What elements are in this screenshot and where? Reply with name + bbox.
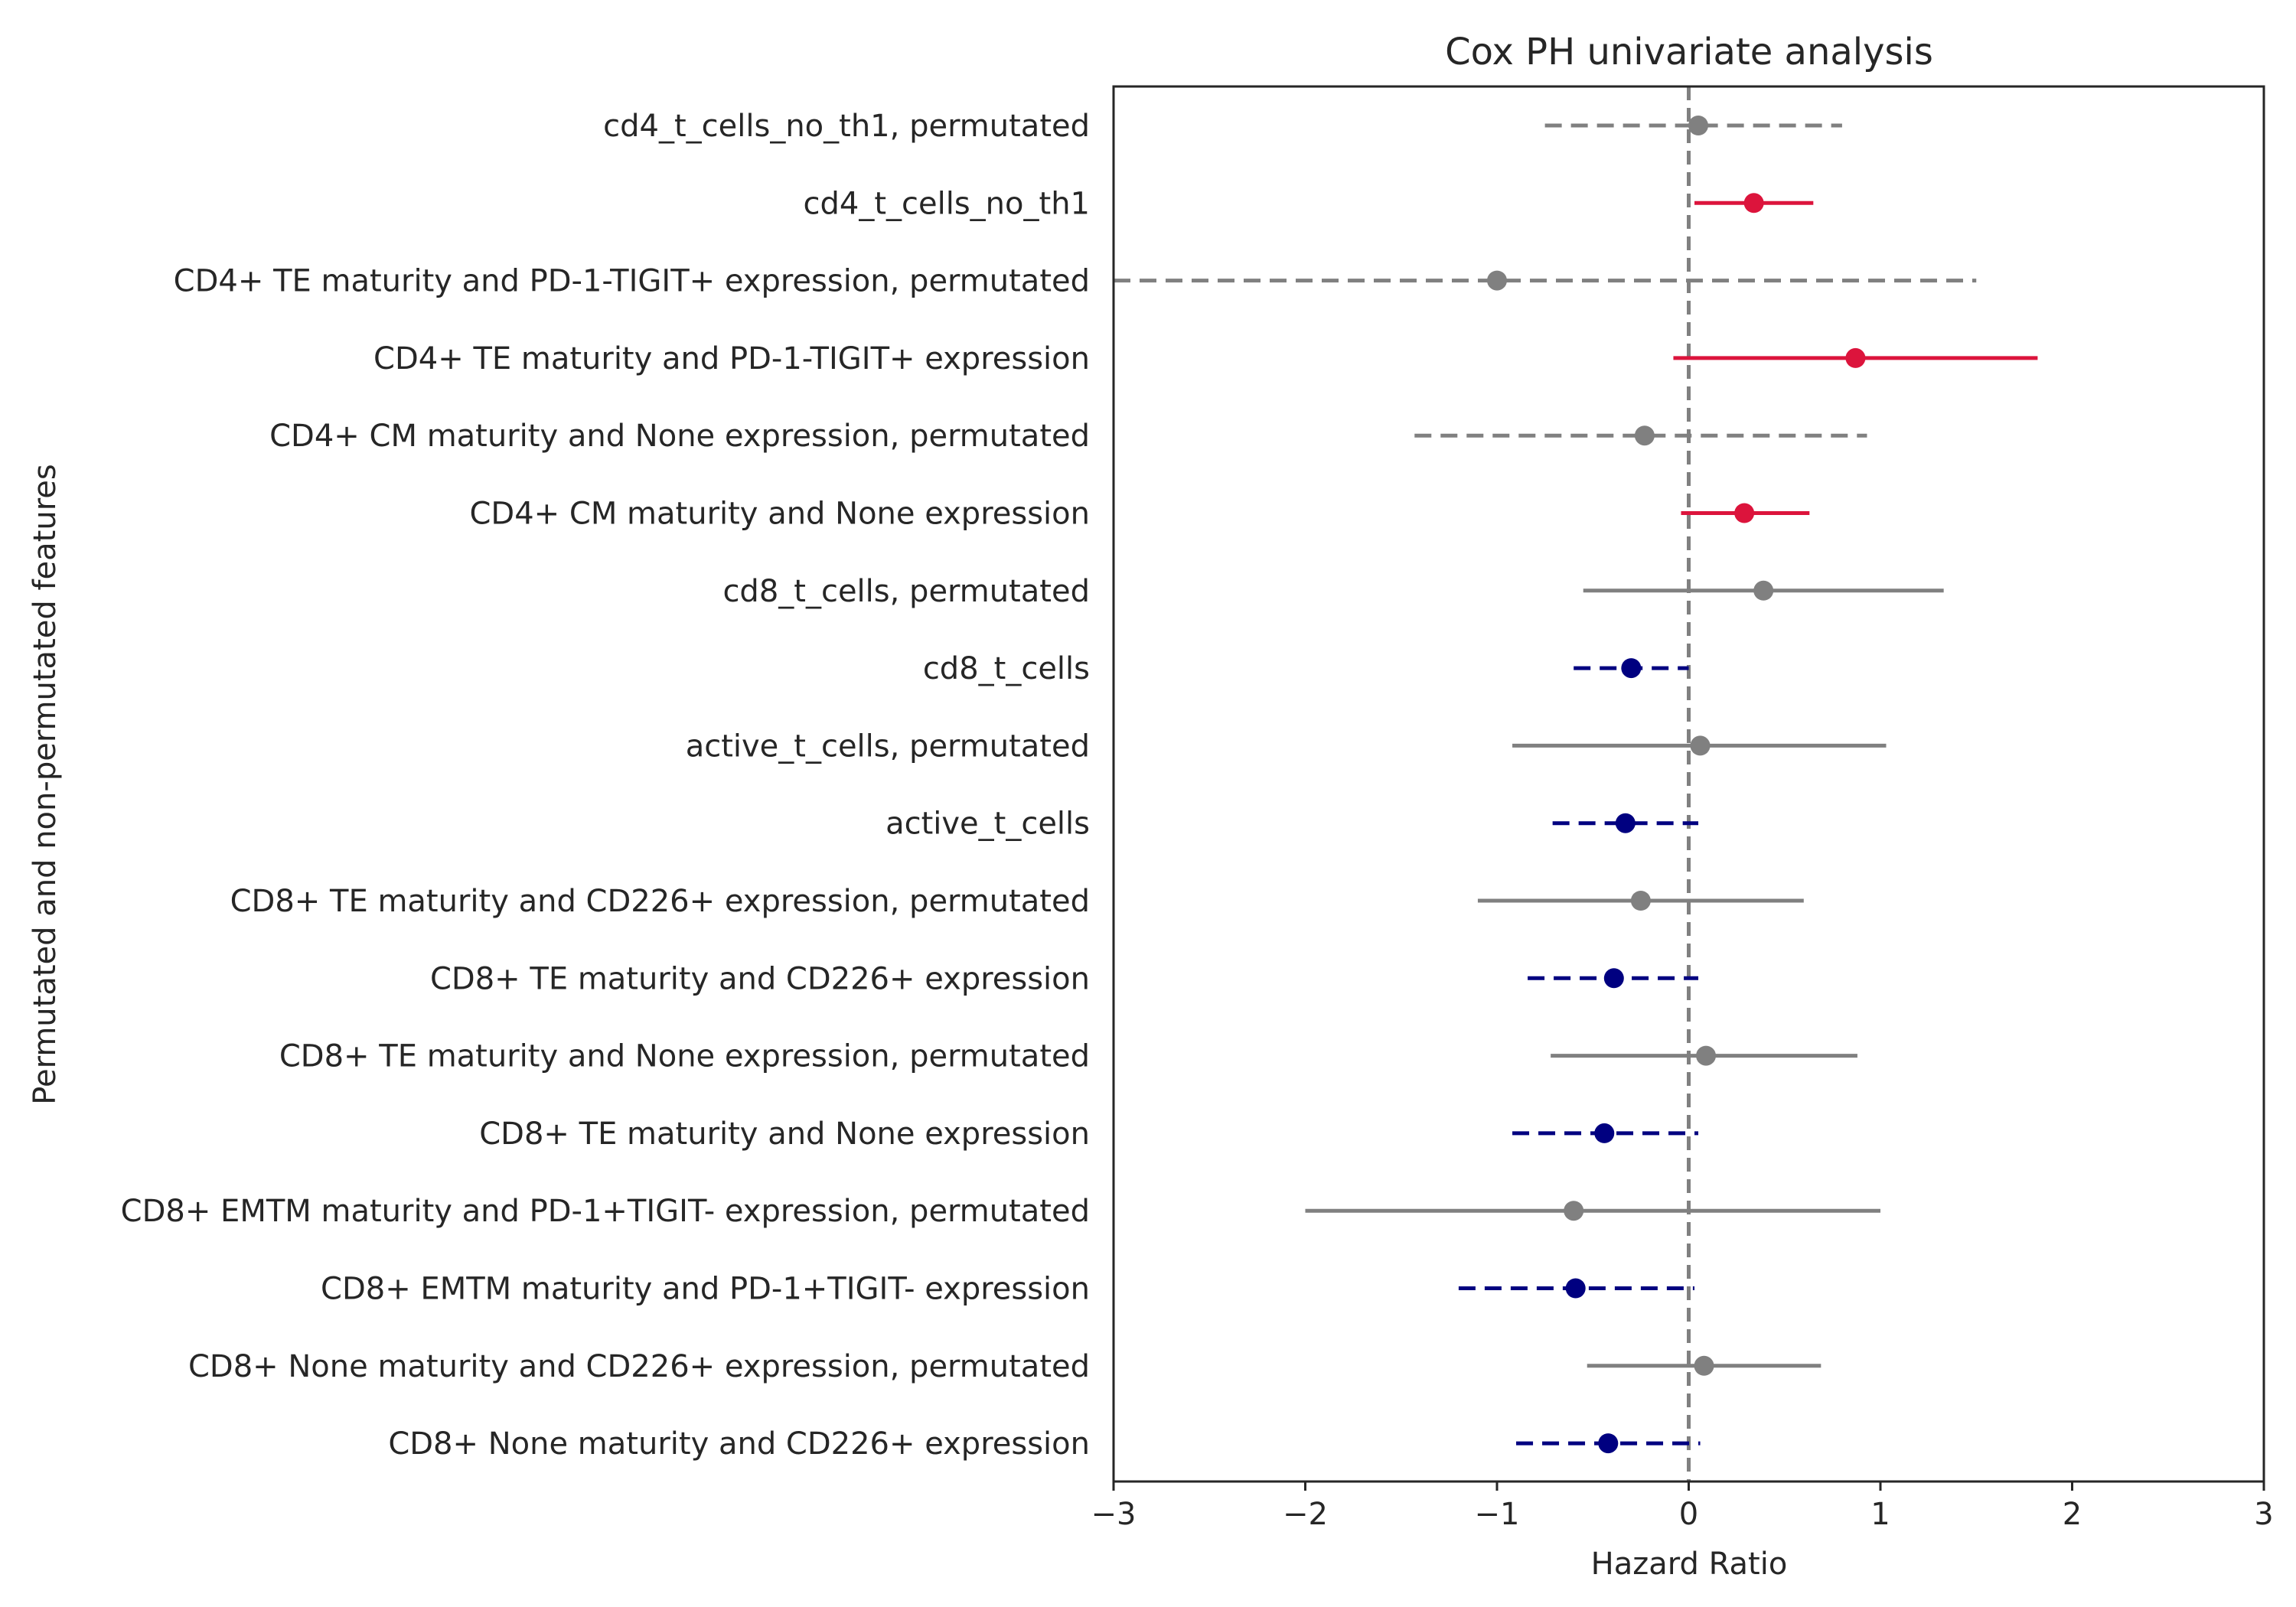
estimate-point xyxy=(1694,1355,1714,1376)
chart-title: Cox PH univariate analysis xyxy=(1445,31,1933,73)
estimate-point xyxy=(1630,891,1651,911)
estimate-point xyxy=(1564,1201,1584,1221)
x-tick-label: 2 xyxy=(2063,1497,2082,1532)
estimate-point xyxy=(1487,270,1507,291)
y-tick-label: CD8+ EMTM maturity and PD-1+TIGIT- expre… xyxy=(321,1272,1090,1307)
estimate-point xyxy=(1688,116,1709,135)
y-tick-label: CD8+ None maturity and CD226+ expression xyxy=(388,1426,1090,1462)
x-axis-label: Hazard Ratio xyxy=(1591,1547,1788,1582)
x-tick-label: −2 xyxy=(1283,1497,1328,1532)
y-tick-label: CD8+ TE maturity and None expression, pe… xyxy=(279,1039,1090,1074)
plot-frame xyxy=(1112,85,2265,1483)
y-tick-label: CD8+ None maturity and CD226+ expression… xyxy=(188,1349,1090,1384)
estimate-point xyxy=(1753,580,1774,601)
y-tick-label: CD8+ EMTM maturity and PD-1+TIGIT- expre… xyxy=(121,1194,1090,1229)
y-tick-label: cd4_t_cells_no_th1, permutated xyxy=(603,109,1090,144)
y-tick-label: CD4+ TE maturity and PD-1-TIGIT+ express… xyxy=(373,341,1090,376)
y-tick-label: CD4+ TE maturity and PD-1-TIGIT+ express… xyxy=(174,264,1090,299)
estimate-point xyxy=(1743,193,1764,214)
x-tick-label: −1 xyxy=(1475,1497,1520,1532)
estimate-point xyxy=(1734,503,1755,523)
x-tick-label: 0 xyxy=(1679,1497,1698,1532)
y-tick-label: CD4+ CM maturity and None expression xyxy=(469,497,1090,532)
y-tick-label: cd8_t_cells, permutated xyxy=(722,574,1090,609)
y-tick-label: active_t_cells, permutated xyxy=(686,729,1090,764)
y-tick-label: CD8+ TE maturity and CD226+ expression xyxy=(430,961,1090,996)
estimate-point xyxy=(1594,1123,1615,1143)
y-tick-label: CD8+ TE maturity and None expression xyxy=(479,1116,1090,1152)
y-tick-label: cd4_t_cells_no_th1 xyxy=(804,186,1091,221)
x-tick-label: −3 xyxy=(1091,1497,1137,1532)
estimate-point xyxy=(1696,1045,1717,1066)
estimate-point xyxy=(1615,813,1636,833)
estimate-point xyxy=(1845,347,1866,368)
y-axis-label: Permutated and non-permutated features xyxy=(28,464,63,1104)
estimate-point xyxy=(1603,968,1624,989)
y-tick-label: CD8+ TE maturity and CD226+ expression, … xyxy=(230,884,1090,919)
y-tick-label: active_t_cells xyxy=(885,807,1090,842)
y-tick-label: CD4+ CM maturity and None expression, pe… xyxy=(269,419,1090,454)
y-tick-label: cd8_t_cells xyxy=(923,651,1090,686)
estimate-point xyxy=(1621,658,1642,679)
x-tick-label: 1 xyxy=(1870,1497,1890,1532)
estimate-point xyxy=(1634,425,1655,446)
estimate-point xyxy=(1565,1278,1586,1299)
x-tick-label: 3 xyxy=(2254,1497,2273,1532)
estimate-point xyxy=(1690,735,1711,756)
estimate-point xyxy=(1598,1433,1619,1454)
